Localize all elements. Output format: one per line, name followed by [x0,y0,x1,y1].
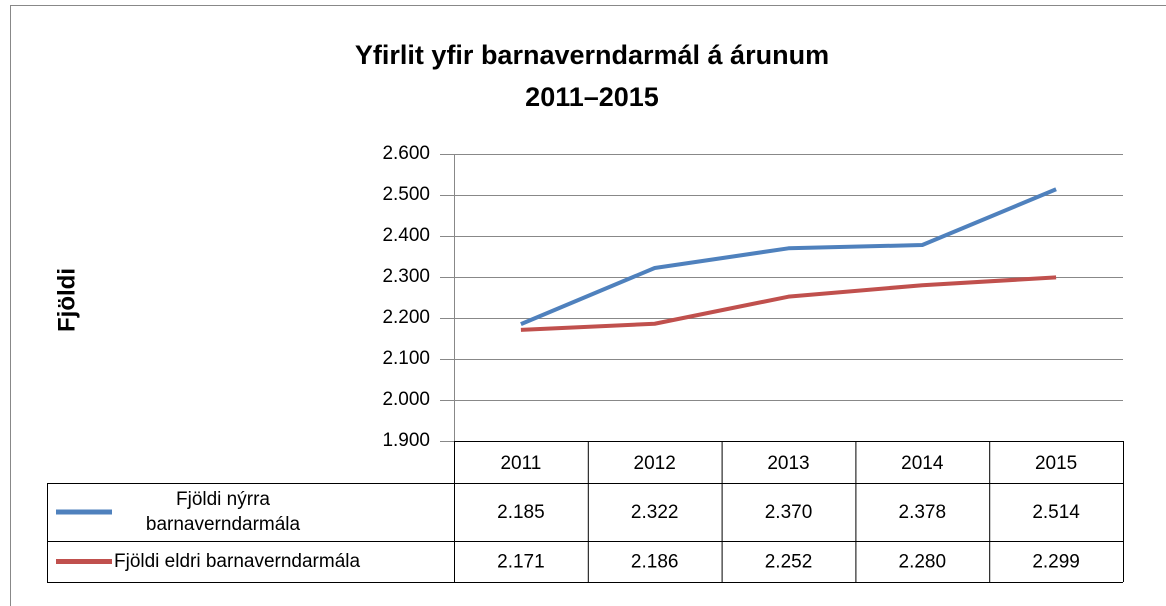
y-tick-label: 2.100 [382,348,430,369]
y-tick-label: 2.200 [382,307,430,328]
line-series [520,275,1057,332]
y-axis-label: Fjöldi [53,268,80,332]
value-label: 2.280 [899,552,947,573]
x-tick-label: 2014 [901,453,944,474]
y-tick-label: 2.500 [382,184,430,205]
legend-label: Fjöldi nýrra barnaverndarmála [145,489,301,535]
value-label: 2.186 [631,552,679,573]
y-tick-label: 2.300 [382,266,430,287]
y-tick-label: 1.900 [382,430,430,451]
y-tick-label: 2.400 [382,225,430,246]
chart-title: Yfirlit yfir barnaverndarmál á árunum [355,40,829,70]
x-tick-label: 2013 [767,453,809,474]
value-label: 2.299 [1032,552,1080,573]
y-tick-label: 2.600 [382,143,430,164]
legend-label-box: Fjöldi eldri barnaverndarmála [114,551,361,572]
value-label: 2.252 [765,552,813,573]
value-label: 2.514 [1032,502,1080,523]
value-label: 2.171 [497,552,545,573]
value-label: 2.370 [765,502,813,523]
legend-label: Fjöldi eldri barnaverndarmála [114,551,361,572]
value-label: 2.378 [899,502,947,523]
value-label: 2.185 [497,502,545,523]
value-label: 2.322 [631,502,679,523]
x-tick-label: 2012 [634,453,676,474]
x-tick-label: 2011 [500,453,541,474]
chart-title: 2011–2015 [525,82,659,112]
line-series [520,187,1057,326]
x-tick-label: 2015 [1035,453,1077,474]
legend-label-box: Fjöldi nýrra barnaverndarmála [145,489,301,535]
y-tick-label: 2.000 [382,389,430,410]
